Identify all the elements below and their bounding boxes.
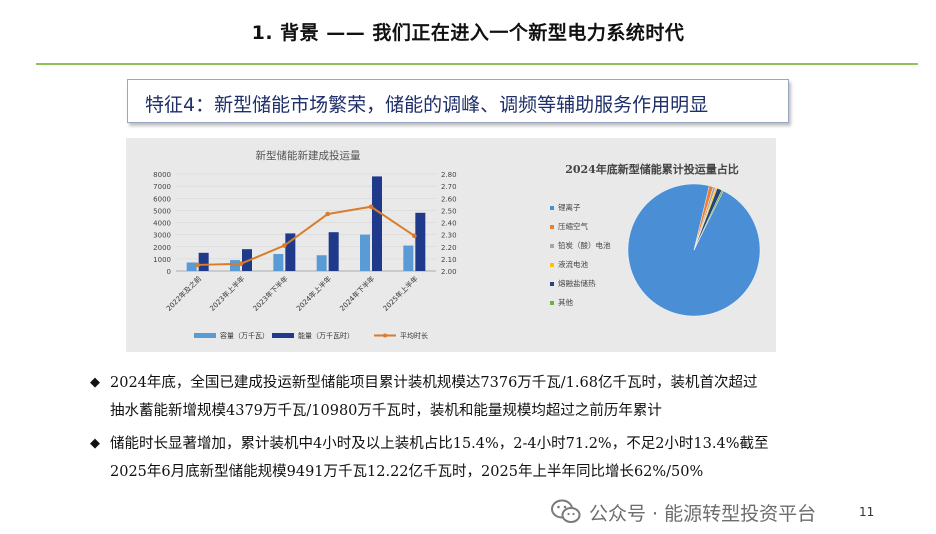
bullet-line: 2024年底，全国已建成投运新型储能项目累计装机规模达7376万千瓦/1.68亿…: [110, 375, 758, 391]
slide-title: 1. 背景 —— 我们正在进入一个新型电力系统时代: [251, 22, 685, 44]
bar-capacity: [403, 245, 414, 271]
right-axis-tick-label: 2.50: [441, 207, 457, 215]
avg-duration-point: [195, 262, 200, 268]
legend-label: 锂离子: [558, 202, 581, 212]
legend-label: 铅炭（酸）电池: [558, 240, 611, 250]
avg-duration-point: [325, 211, 330, 217]
legend-swatch: [550, 263, 554, 267]
bar-energy: [328, 232, 339, 271]
legend-label: 压缩空气: [558, 221, 588, 231]
feature-text: 特征4：新型储能市场繁荣，储能的调峰、调频等辅助服务作用明显: [145, 94, 709, 116]
legend-label: 容量（万千瓦）: [220, 331, 269, 340]
page-number: 11: [859, 505, 875, 519]
left-axis-tick-label: 5000: [153, 207, 171, 215]
watermark-text: 公众号 · 能源转型投资平台: [589, 502, 817, 525]
x-axis-tick-label: 2025年上半年: [381, 274, 420, 313]
x-axis-tick-label: 2023年上半年: [208, 274, 247, 313]
pie-chart-title: 2024年底新型储能累计投运量占比: [565, 162, 739, 176]
title-divider: [36, 63, 918, 65]
left-axis-tick-label: 8000: [153, 171, 171, 179]
watermark: 公众号 · 能源转型投资平台: [551, 495, 816, 529]
legend-swatch: [194, 333, 216, 338]
wechat-icon: [551, 499, 581, 523]
x-axis-tick-label: 2024年下半年: [338, 274, 377, 313]
avg-duration-point: [368, 204, 374, 210]
bullet-line: 储能时长显著增加，累计装机中4小时及以上装机占比15.4%，2-4小时71.2%…: [110, 436, 769, 452]
legend-swatch: [550, 225, 554, 229]
pie-slice: [693, 189, 724, 251]
left-axis-tick-label: 4000: [153, 220, 171, 228]
bar-line-chart: 新型储能新建成投运量 0 1000 2000 3000 4000 5000 6000 7000…: [153, 149, 457, 340]
legend-label: 能量（万千瓦时）: [298, 331, 354, 340]
avg-duration-point: [412, 233, 417, 239]
left-axis-tick-label: 3000: [153, 232, 171, 240]
legend-label: 其他: [558, 297, 573, 307]
legend-swatch: [550, 244, 554, 248]
x-axis-tick-label: 2023年下半年: [251, 274, 290, 313]
bullet-item: ◆ 2024年底，全国已建成投运新型储能项目累计装机规模达7376万千瓦/1.6…: [90, 369, 757, 425]
legend-swatch: [550, 206, 554, 210]
legend-swatch: [550, 301, 554, 305]
left-axis-tick-label: 6000: [153, 195, 171, 203]
bar-capacity: [360, 234, 370, 271]
right-axis-tick-label: 2.60: [441, 195, 457, 203]
legend-label: 平均时长: [400, 331, 428, 340]
feature-callout: 特征4：新型储能市场繁荣，储能的调峰、调频等辅助服务作用明显: [127, 79, 789, 123]
avg-duration-point: [282, 243, 287, 248]
bar-capacity: [273, 254, 284, 271]
legend-label: 熔融盐储热: [558, 278, 596, 288]
right-axis-tick-label: 2.70: [441, 183, 457, 191]
bar-energy: [242, 249, 252, 271]
legend-swatch: [383, 333, 387, 338]
right-axis-tick-label: 2.10: [441, 256, 457, 264]
bar-energy: [415, 212, 426, 271]
legend-swatch: [550, 282, 554, 286]
bullet-line: 抽水蓄能新增规模4379万千瓦/10980万千瓦时，装机和能量规模均超过之前历年…: [110, 403, 662, 419]
diamond-bullet-icon: ◆: [90, 375, 100, 390]
legend-swatch: [272, 333, 294, 338]
right-axis-tick-label: 2.20: [441, 244, 457, 252]
bullet-line: 2025年6月底新型储能规模9491万千瓦12.22亿千瓦时，2025年上半年同…: [110, 464, 704, 480]
right-axis-tick-label: 2.80: [441, 171, 457, 179]
pie-chart: 2024年底新型储能累计投运量占比 锂离子压缩空气铅炭（酸）电池液流电池熔融盐储…: [550, 162, 761, 317]
bullet-item: ◆ 储能时长显著增加，累计装机中4小时及以上装机占比15.4%，2-4小时71.…: [90, 430, 769, 486]
x-axis-tick-label: 2024年上半年: [294, 274, 333, 313]
chart-panel: 新型储能新建成投运量 0 1000 2000 3000 4000 5000 6000 7000…: [126, 138, 776, 352]
bar-energy: [198, 252, 209, 271]
bar-capacity: [316, 255, 327, 271]
right-axis-tick-label: 2.40: [441, 220, 457, 228]
left-axis-tick-label: 7000: [153, 183, 171, 191]
legend-label: 液流电池: [558, 259, 588, 269]
right-axis-tick-label: 2.00: [441, 268, 457, 276]
bar-capacity: [230, 260, 240, 271]
left-axis-tick-label: 1000: [153, 256, 171, 264]
left-axis-tick-label: 0: [167, 268, 171, 276]
avg-duration-point: [238, 261, 244, 267]
right-axis-tick-label: 2.30: [441, 232, 457, 240]
bar-chart-title: 新型储能新建成投运量: [256, 149, 361, 162]
x-axis-tick-label: 2022年及之前: [164, 274, 203, 313]
bar-capacity: [186, 262, 197, 271]
avg-duration-line: [197, 205, 415, 266]
bar-energy: [372, 176, 382, 271]
diamond-bullet-icon: ◆: [90, 436, 100, 451]
bar-energy: [285, 233, 296, 271]
left-axis-tick-label: 2000: [153, 244, 171, 252]
